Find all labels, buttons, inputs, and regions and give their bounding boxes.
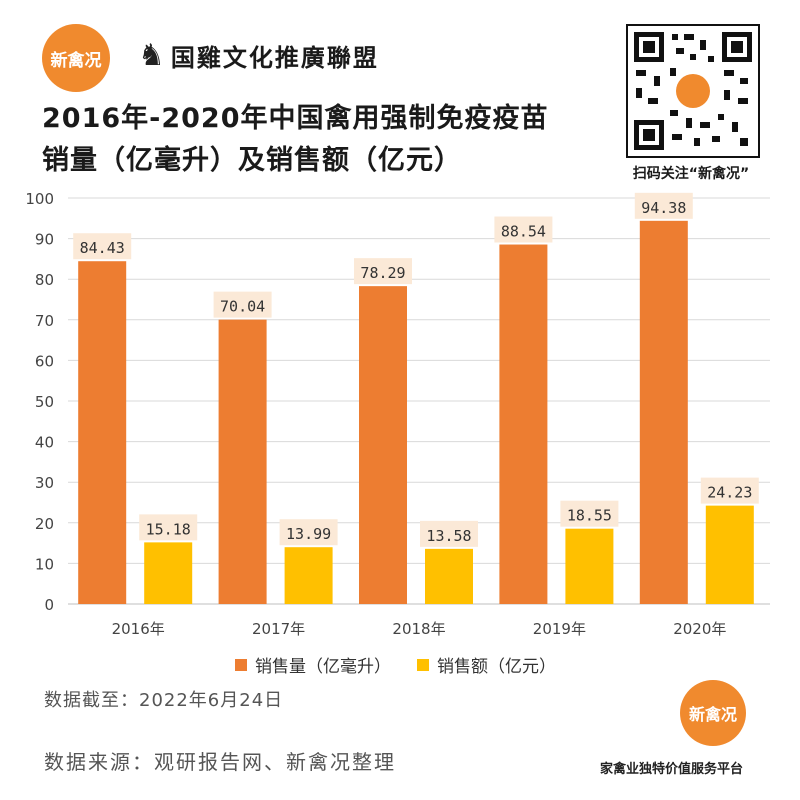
bar bbox=[565, 528, 614, 604]
data-label: 24.23 bbox=[707, 484, 752, 502]
data-label: 18.55 bbox=[567, 507, 612, 525]
brand-header: ♞ 国雞文化推廣聯盟 bbox=[138, 38, 379, 73]
data-label-background bbox=[354, 258, 412, 285]
chart-title-line-2: 销量（亿毫升）及销售额（亿元） bbox=[42, 145, 462, 176]
legend-label-series-1: 销售量（亿毫升） bbox=[255, 657, 391, 677]
data-label-background bbox=[213, 291, 272, 318]
data-label-background bbox=[494, 216, 553, 243]
y-tick-label: 100 bbox=[25, 190, 54, 208]
y-tick-label: 80 bbox=[35, 271, 54, 289]
x-tick-label: 2020年 bbox=[673, 620, 726, 638]
y-tick-label: 30 bbox=[35, 474, 54, 492]
legend-swatch-series-1 bbox=[235, 658, 247, 671]
rooster-icon: ♞ bbox=[138, 37, 165, 73]
data-label: 15.18 bbox=[146, 520, 191, 538]
legend-item-series-2: 销售额（亿元） bbox=[417, 652, 556, 677]
y-tick-label: 90 bbox=[35, 231, 54, 249]
data-label: 94.38 bbox=[641, 199, 686, 217]
x-tick-label: 2018年 bbox=[392, 620, 445, 638]
bar bbox=[284, 547, 333, 604]
x-tick-label: 2019年 bbox=[533, 620, 586, 638]
bar bbox=[218, 319, 267, 604]
bar bbox=[639, 220, 688, 604]
bar bbox=[78, 261, 127, 604]
data-label: 70.04 bbox=[220, 298, 265, 316]
brand-logo-badge: 新禽况 bbox=[42, 24, 110, 92]
y-tick-label: 0 bbox=[44, 596, 54, 614]
y-tick-label: 20 bbox=[35, 515, 54, 533]
qr-code-icon bbox=[626, 24, 760, 158]
bar bbox=[425, 548, 473, 604]
y-tick-label: 50 bbox=[35, 393, 54, 411]
y-tick-label: 60 bbox=[35, 352, 54, 370]
data-label-background bbox=[700, 477, 759, 504]
chart-title: 2016年-2020年中国禽用强制免疫疫苗 销量（亿毫升）及销售额（亿元） bbox=[42, 98, 549, 182]
data-source: 数据来源：观研报告网、新禽况整理 bbox=[44, 750, 396, 774]
y-tick-label: 70 bbox=[35, 312, 54, 330]
data-label-background bbox=[73, 233, 132, 260]
legend-item-series-1: 销售量（亿毫升） bbox=[235, 652, 391, 677]
data-label-background bbox=[420, 520, 478, 547]
legend-label-series-2: 销售额（亿元） bbox=[437, 657, 556, 677]
data-label: 84.43 bbox=[80, 239, 125, 257]
chart-legend: 销售量（亿毫升） 销售额（亿元） bbox=[235, 652, 556, 677]
data-label: 13.58 bbox=[426, 527, 471, 545]
data-label: 88.54 bbox=[501, 223, 546, 241]
data-label: 13.99 bbox=[286, 525, 331, 543]
data-label-background bbox=[279, 519, 338, 546]
x-tick-label: 2017年 bbox=[252, 620, 305, 638]
data-cutoff-date: 数据截至：2022年6月24日 bbox=[44, 690, 284, 711]
bar bbox=[359, 286, 407, 604]
data-label: 78.29 bbox=[360, 264, 405, 282]
y-tick-label: 40 bbox=[35, 434, 54, 452]
y-tick-label: 10 bbox=[35, 555, 54, 573]
chart-title-line-1: 2016年-2020年中国禽用强制免疫疫苗 bbox=[42, 103, 549, 134]
legend-swatch-series-2 bbox=[417, 658, 429, 671]
bar bbox=[499, 244, 548, 605]
platform-slogan: 家禽业独特价值服务平台 bbox=[600, 762, 744, 777]
data-label-background bbox=[560, 500, 619, 527]
bar bbox=[705, 505, 754, 604]
brand-name: 国雞文化推廣聯盟 bbox=[170, 43, 379, 72]
data-label-background bbox=[139, 514, 198, 541]
footer-logo-badge: 新禽况 bbox=[680, 680, 746, 746]
bar bbox=[144, 542, 193, 604]
data-label-background bbox=[634, 192, 693, 219]
qr-caption: 扫码关注“新禽况” bbox=[632, 166, 750, 182]
x-tick-label: 2016年 bbox=[112, 620, 165, 638]
